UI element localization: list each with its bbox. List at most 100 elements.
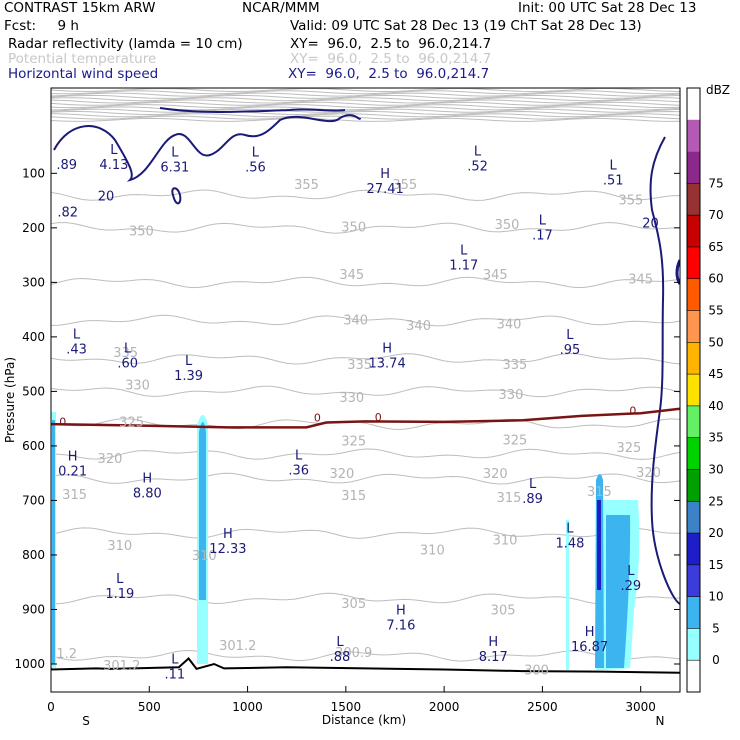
x-tick-label: 3000 bbox=[625, 700, 656, 714]
colorbar-label: 50 bbox=[708, 335, 723, 349]
theta-contour-label: 325 bbox=[119, 415, 144, 430]
theta-contour-label: 300.9 bbox=[335, 646, 372, 661]
colorbar-label: 65 bbox=[708, 240, 723, 254]
theta-contour-label: 320 bbox=[636, 466, 661, 481]
colorbar-label: 5 bbox=[712, 621, 720, 635]
theta-contour-label: 330 bbox=[499, 388, 524, 403]
y-tick-label: 1000 bbox=[14, 657, 45, 671]
theta-contour-label: 350 bbox=[495, 218, 520, 233]
theta-contour bbox=[51, 385, 680, 398]
valid-label: Valid: 09 UTC Sat 28 Dec 13 (19 ChT Sat … bbox=[290, 18, 642, 34]
wind-extremum-value: .56 bbox=[245, 160, 266, 175]
refl-cell bbox=[52, 420, 55, 664]
theta-contour-label: 355 bbox=[392, 178, 417, 193]
x-tick-label: 0 bbox=[47, 700, 55, 714]
colorbar-label: 35 bbox=[708, 431, 723, 445]
x-end-label-left: S bbox=[82, 714, 90, 728]
theta-contour-upper bbox=[51, 90, 680, 95]
wind-extremum-value: 4.13 bbox=[99, 158, 128, 173]
theta-contour-label: 310 bbox=[493, 534, 518, 549]
wind-extremum-kind: L bbox=[460, 244, 468, 259]
wind-extremum-kind: H bbox=[585, 625, 595, 640]
theta-contour bbox=[51, 448, 680, 460]
y-tick-label: 400 bbox=[22, 330, 45, 344]
field-name-reflectivity: Radar reflectivity (lamda = 10 cm) bbox=[8, 36, 243, 52]
wind-contour-label: 20 bbox=[642, 216, 659, 231]
wind-extremum-value: 1.19 bbox=[105, 587, 134, 602]
x-tick-label: 500 bbox=[138, 700, 161, 714]
wind-extremum-kind: H bbox=[396, 603, 406, 618]
wind-extremum-kind: L bbox=[171, 652, 179, 667]
y-axis-title: Pressure (hPa) bbox=[3, 357, 17, 443]
wind-extremum-kind: L bbox=[610, 159, 618, 174]
y-tick-label: 600 bbox=[22, 439, 45, 453]
x-axis-title: Distance (km) bbox=[322, 713, 406, 727]
x-tick-label: 2000 bbox=[429, 700, 460, 714]
theta-contour-label: 325 bbox=[616, 441, 641, 456]
colorbar-unit: dBZ bbox=[706, 83, 730, 97]
theta-contour-upper bbox=[51, 115, 680, 120]
theta-contour bbox=[51, 649, 680, 662]
init-label: Init: 00 UTC Sat 28 Dec 13 bbox=[518, 0, 697, 16]
theta-contour-upper bbox=[51, 110, 680, 116]
wind-extremum-value: 0.21 bbox=[58, 465, 87, 480]
refl-cell bbox=[199, 422, 206, 600]
wind-extremum-kind: L bbox=[529, 477, 537, 492]
wind-extremum-value: .82 bbox=[57, 206, 78, 221]
theta-contour-label: 320 bbox=[329, 467, 354, 482]
wind-extremum-value: 16.87 bbox=[571, 640, 608, 655]
wind-contour-label: 20 bbox=[98, 190, 115, 205]
theta-contour-label: 301.2 bbox=[103, 659, 140, 674]
theta-contour-label: 340 bbox=[497, 317, 522, 332]
theta-contour-label: 330 bbox=[339, 391, 364, 406]
freezing-level bbox=[51, 407, 680, 429]
theta-contour-label: 350 bbox=[129, 225, 154, 240]
colorbar-label: 25 bbox=[708, 494, 723, 508]
colorbar-label: 40 bbox=[708, 399, 723, 413]
wind-contours bbox=[51, 107, 680, 605]
wind-extremum-kind: L bbox=[539, 214, 547, 229]
terrain bbox=[51, 657, 680, 674]
theta-contour-label: 315 bbox=[497, 491, 522, 506]
colorbar-swatch bbox=[687, 533, 700, 565]
y-tick-label: 200 bbox=[22, 221, 45, 235]
colorbar-swatch bbox=[687, 660, 700, 692]
wind-extremum-value: 1.39 bbox=[174, 369, 203, 384]
theta-contour bbox=[51, 352, 680, 365]
plot-frame bbox=[50, 87, 681, 693]
colorbar-swatch bbox=[687, 246, 700, 279]
theta-contour-label: 320 bbox=[98, 452, 123, 467]
theta-contour bbox=[51, 592, 680, 605]
theta-contour-label: 345 bbox=[339, 268, 364, 283]
theta-contour-label: 330 bbox=[125, 378, 150, 393]
center-label: NCAR/MMM bbox=[242, 0, 320, 16]
theta-contour-upper bbox=[51, 108, 680, 113]
theta-contour-label: 310 bbox=[420, 544, 445, 559]
theta-contour-label: 340 bbox=[406, 319, 431, 334]
colorbar-swatch bbox=[687, 151, 700, 184]
refl-cell bbox=[566, 520, 569, 670]
wind-extremum-value: 8.17 bbox=[479, 650, 508, 665]
theta-contour-upper bbox=[51, 88, 680, 93]
colorbar-swatch bbox=[687, 469, 700, 502]
field-xy-theta: XY= 96.0, 2.5 to 96.0,214.7 bbox=[290, 51, 492, 67]
colorbar-swatch bbox=[687, 628, 700, 661]
theta-contour-label: 315 bbox=[587, 485, 612, 500]
theta-contour-label: 325 bbox=[502, 433, 527, 448]
wind-extremum-kind: L bbox=[336, 635, 344, 650]
wind-extremum-kind: L bbox=[474, 144, 482, 159]
wind-extremum-kind: H bbox=[223, 527, 233, 542]
field-xy-reflectivity: XY= 96.0, 2.5 to 96.0,214.7 bbox=[290, 36, 492, 52]
y-tick-label: 900 bbox=[22, 602, 45, 616]
wind-extremum-value: .17 bbox=[532, 229, 553, 244]
freezing-level-label: 0 bbox=[629, 404, 636, 417]
wind-extremum-kind: L bbox=[627, 564, 635, 579]
colorbar-swatch bbox=[687, 374, 700, 406]
colorbar-swatch bbox=[687, 310, 700, 343]
colorbar-swatch bbox=[687, 278, 700, 311]
wind-extremum-value: 13.74 bbox=[369, 357, 406, 372]
wind-contour-20-right bbox=[649, 136, 680, 605]
wind-extremum-value: 1.17 bbox=[449, 259, 478, 274]
